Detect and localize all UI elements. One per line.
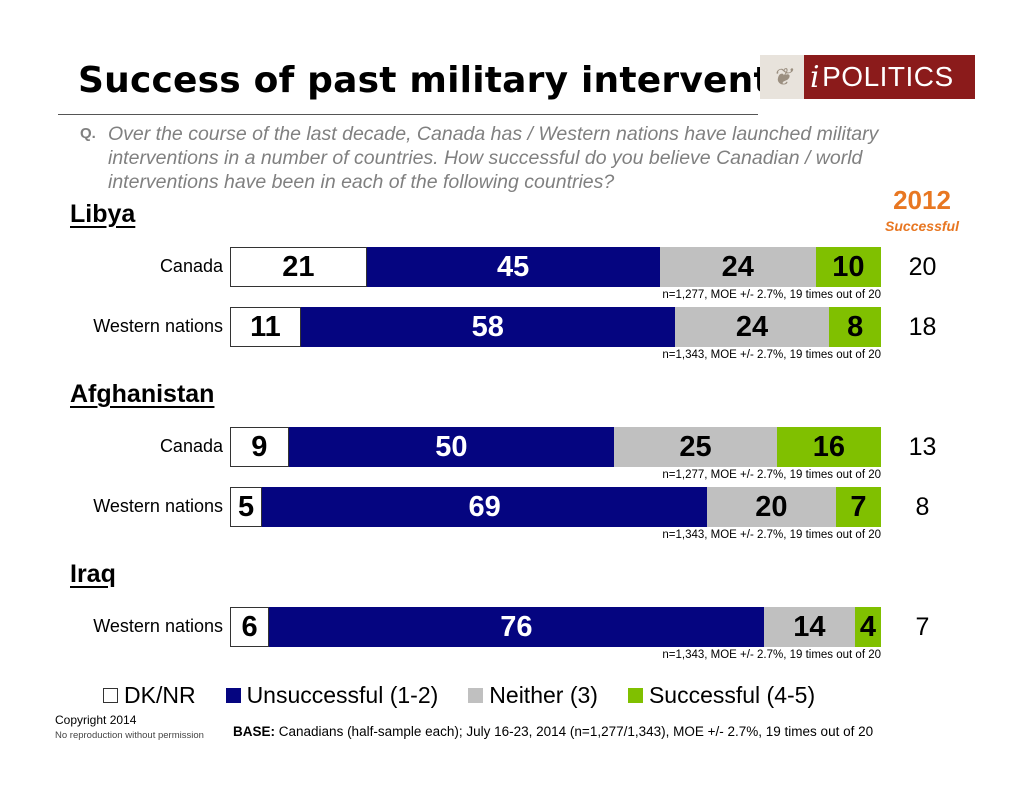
row-label: Western nations <box>93 616 223 636</box>
data-label: 45 <box>497 250 530 283</box>
row-label: Western nations <box>93 316 223 336</box>
question-label: Q. <box>80 125 96 142</box>
section-heading: Iraq <box>70 560 116 588</box>
legend-label: Neither (3) <box>489 682 598 708</box>
data-label: 7 <box>850 490 867 523</box>
legend-item-neither: Neither (3) <box>468 682 598 709</box>
page-title: Success of past military interventions <box>78 60 856 101</box>
row-label: Canada <box>159 256 223 276</box>
bar-segment-dknr: 21 <box>230 247 367 287</box>
data-label: 24 <box>721 250 754 283</box>
section-heading: Afghanistan <box>70 380 215 408</box>
bar-segment-unsuccessful: 76 <box>269 607 764 647</box>
base-text: Canadians (half-sample each); July 16-23… <box>275 724 874 739</box>
data-label: 14 <box>793 610 826 643</box>
logo-wordmark: i POLITICS <box>804 55 975 99</box>
row-label: Western nations <box>93 496 223 516</box>
stacked-bar: 6 76 14 4 <box>230 607 881 647</box>
bar-segment-neither: 20 <box>706 487 836 527</box>
bar-segment-unsuccessful: 50 <box>288 427 615 467</box>
legend-item-unsuccessful: Unsuccessful (1-2) <box>225 682 439 709</box>
bar-segment-unsuccessful: 58 <box>300 307 675 347</box>
bar-segment-successful: 10 <box>815 247 881 287</box>
sample-note: n=1,343, MOE +/- 2.7%, 19 times out of 2… <box>662 649 881 661</box>
bar-segment-neither: 24 <box>674 307 830 347</box>
section-heading: Libya <box>70 200 136 228</box>
copyright: Copyright 2014 <box>55 713 137 727</box>
data-label: 21 <box>282 250 315 283</box>
stacked-bar: 21 45 24 10 <box>230 247 881 287</box>
comparison-year: 2012 <box>893 185 951 215</box>
data-label: 76 <box>500 610 533 643</box>
data-label: 58 <box>471 310 504 343</box>
bar-segment-neither: 24 <box>659 247 816 287</box>
bar-segment-unsuccessful: 45 <box>366 247 660 287</box>
bar-segment-dknr: 6 <box>230 607 270 647</box>
data-label: 24 <box>735 310 769 343</box>
legend-item-dknr: DK/NR <box>103 682 196 709</box>
logo-mark: i <box>810 59 821 95</box>
stacked-bar: 9 50 25 16 <box>230 427 881 467</box>
legend-swatch-unsuccessful <box>225 688 241 703</box>
sample-note: n=1,343, MOE +/- 2.7%, 19 times out of 2… <box>662 349 881 361</box>
legend-swatch-neither <box>468 688 484 703</box>
legend-label: Successful (4-5) <box>648 682 816 708</box>
ipolitics-logo: ❦ i POLITICS <box>760 55 975 99</box>
title-divider <box>58 114 758 115</box>
successful-2012-value: 8 <box>915 493 930 521</box>
legend-label: Unsuccessful (1-2) <box>246 682 439 708</box>
data-label: 10 <box>832 250 865 283</box>
data-label: 5 <box>238 490 255 523</box>
data-label: 11 <box>250 310 281 343</box>
bar-segment-dknr: 11 <box>230 307 301 347</box>
data-label: 69 <box>468 490 501 523</box>
question-text: Over the course of the last decade, Cana… <box>108 123 879 193</box>
stacked-bar: 11 58 24 8 <box>230 307 881 347</box>
successful-2012-value: 13 <box>908 433 937 461</box>
legend-label: DK/NR <box>124 682 196 708</box>
data-label: 16 <box>812 430 846 463</box>
sample-note: n=1,277, MOE +/- 2.7%, 19 times out of 2… <box>662 469 881 481</box>
successful-2012-value: 18 <box>908 313 937 341</box>
bar-segment-unsuccessful: 69 <box>262 487 707 527</box>
no-reproduction-notice: No reproduction without permission <box>55 730 204 741</box>
bar-segment-dknr: 9 <box>230 427 289 467</box>
bar-segment-neither: 14 <box>763 607 855 647</box>
data-label: 20 <box>755 490 788 523</box>
bar-segment-successful: 7 <box>835 487 881 527</box>
legend-item-successful: Successful (4-5) <box>627 682 816 709</box>
legend-swatch-dknr <box>103 688 118 703</box>
base-label: BASE: <box>233 724 276 739</box>
sample-note: n=1,343, MOE +/- 2.7%, 19 times out of 2… <box>662 529 881 541</box>
bar-segment-successful: 4 <box>854 607 881 647</box>
bar-segment-successful: 16 <box>776 427 881 467</box>
bar-segment-dknr: 5 <box>230 487 263 527</box>
data-label: 8 <box>847 310 864 343</box>
data-label: 6 <box>241 610 258 643</box>
successful-2012-value: 20 <box>908 253 937 281</box>
bar-segment-neither: 25 <box>614 427 777 467</box>
data-label: 50 <box>435 430 468 463</box>
logo-swirl-icon: ❦ <box>760 55 804 99</box>
base-note: BASE: Canadians (half-sample each); July… <box>233 724 873 739</box>
stacked-bar: 5 69 20 7 <box>230 487 881 527</box>
data-label: 4 <box>859 610 876 643</box>
data-label: 9 <box>251 430 268 463</box>
data-label: 25 <box>679 430 712 463</box>
bar-segment-successful: 8 <box>829 307 881 347</box>
sample-note: n=1,277, MOE +/- 2.7%, 19 times out of 2… <box>662 289 881 301</box>
legend-swatch-successful <box>627 688 643 703</box>
successful-2012-value: 7 <box>915 613 930 641</box>
comparison-label: Successful <box>885 218 959 234</box>
logo-text: POLITICS <box>822 61 954 92</box>
row-label: Canada <box>159 436 223 456</box>
chart-legend: DK/NR Unsuccessful (1-2) Neither (3) Suc… <box>103 682 845 709</box>
